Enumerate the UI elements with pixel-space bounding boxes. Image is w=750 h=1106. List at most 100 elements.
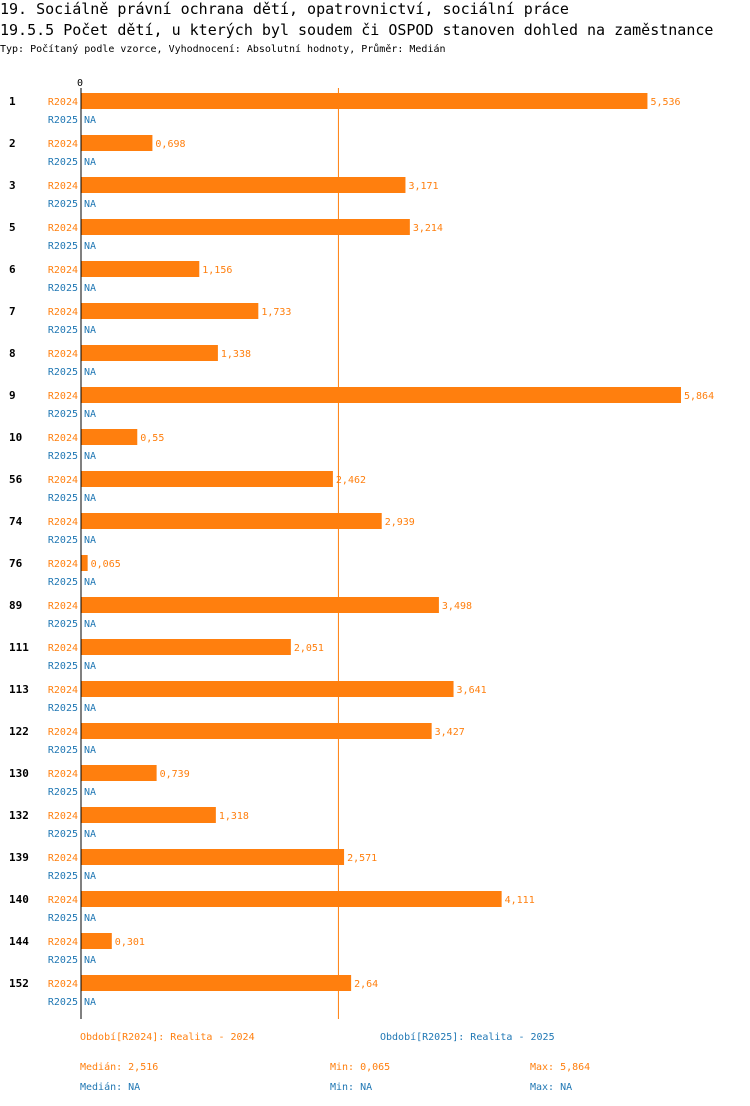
series-label-r2025: R2025 (48, 535, 78, 546)
series-label-r2024: R2024 (48, 811, 78, 822)
series-label-r2024: R2024 (48, 769, 78, 780)
series-label-r2025: R2025 (48, 871, 78, 882)
bar-r2024 (81, 933, 112, 949)
data-label-r2025: NA (84, 619, 96, 630)
series-label-r2025: R2025 (48, 787, 78, 798)
data-label-r2025: NA (84, 199, 96, 210)
stat-max-r2024: Max: 5,864 (530, 1062, 591, 1073)
category-label: 76 (9, 557, 23, 570)
series-label-r2024: R2024 (48, 517, 78, 528)
data-label-r2025: NA (84, 451, 96, 462)
category-label: 9 (9, 389, 16, 402)
category-label: 152 (9, 977, 29, 990)
bar-r2024 (81, 975, 352, 991)
category-label: 140 (9, 893, 29, 906)
bar-r2024 (81, 303, 259, 319)
bar-r2024 (81, 765, 157, 781)
category-label: 2 (9, 137, 16, 150)
series-label-r2024: R2024 (48, 979, 78, 990)
data-label-r2024: 5,864 (684, 391, 714, 402)
data-label-r2024: 4,111 (505, 895, 535, 906)
series-label-r2025: R2025 (48, 241, 78, 252)
stat-min-r2024: Min: 0,065 (330, 1062, 391, 1073)
stat-min-r2025: Min: NA (330, 1082, 373, 1093)
category-label: 111 (9, 641, 29, 654)
bar-r2024 (81, 345, 218, 361)
stat-max-r2025: Max: NA (530, 1082, 573, 1093)
category-label: 139 (9, 851, 29, 864)
series-label-r2024: R2024 (48, 853, 78, 864)
data-label-r2025: NA (84, 955, 96, 966)
category-label: 3 (9, 179, 16, 192)
data-label-r2025: NA (84, 157, 96, 168)
category-label: 5 (9, 221, 16, 234)
bar-r2024 (81, 639, 291, 655)
category-label: 6 (9, 263, 16, 276)
category-label: 74 (9, 515, 23, 528)
chart-subtitle: Typ: Počítaný podle vzorce, Vyhodnocení:… (0, 44, 446, 55)
bar-r2024 (81, 387, 681, 403)
data-label-r2024: 0,301 (115, 937, 145, 948)
data-label-r2025: NA (84, 367, 96, 378)
category-label: 132 (9, 809, 29, 822)
bar-r2024 (81, 681, 454, 697)
data-label-r2024: 3,171 (408, 181, 438, 192)
series-label-r2024: R2024 (48, 97, 78, 108)
series-label-r2024: R2024 (48, 937, 78, 948)
chart-title: 19.5.5 Počet dětí, u kterých byl soudem … (0, 21, 714, 39)
bar-r2024 (81, 261, 200, 277)
data-label-r2025: NA (84, 577, 96, 588)
bar-r2024 (81, 93, 648, 109)
series-label-r2024: R2024 (48, 265, 78, 276)
stat-median-r2025: Medián: NA (80, 1082, 141, 1093)
series-label-r2025: R2025 (48, 955, 78, 966)
data-label-r2024: 0,698 (155, 139, 185, 150)
series-label-r2024: R2024 (48, 349, 78, 360)
data-label-r2024: 1,338 (221, 349, 251, 360)
category-label: 130 (9, 767, 29, 780)
series-label-r2024: R2024 (48, 475, 78, 486)
data-label-r2025: NA (84, 661, 96, 672)
data-label-r2025: NA (84, 409, 96, 420)
data-label-r2024: 2,462 (336, 475, 366, 486)
series-label-r2024: R2024 (48, 307, 78, 318)
series-label-r2024: R2024 (48, 223, 78, 234)
data-label-r2025: NA (84, 115, 96, 126)
category-label: 144 (9, 935, 29, 948)
data-label-r2024: 5,536 (650, 97, 680, 108)
series-label-r2024: R2024 (48, 643, 78, 654)
series-label-r2024: R2024 (48, 685, 78, 696)
stat-median-r2024: Medián: 2,516 (80, 1062, 159, 1073)
bar-r2024 (81, 219, 410, 235)
data-label-r2025: NA (84, 241, 96, 252)
series-label-r2025: R2025 (48, 997, 78, 1008)
bar-r2024 (81, 723, 432, 739)
series-label-r2025: R2025 (48, 115, 78, 126)
series-label-r2025: R2025 (48, 913, 78, 924)
series-label-r2024: R2024 (48, 727, 78, 738)
series-label-r2025: R2025 (48, 493, 78, 504)
series-label-r2024: R2024 (48, 181, 78, 192)
category-label: 56 (9, 473, 23, 486)
category-label: 1 (9, 95, 16, 108)
data-label-r2025: NA (84, 283, 96, 294)
data-label-r2024: 0,739 (160, 769, 190, 780)
series-label-r2025: R2025 (48, 745, 78, 756)
bar-r2024 (81, 807, 216, 823)
series-label-r2024: R2024 (48, 601, 78, 612)
bar-r2024 (81, 513, 382, 529)
section-title: 19. Sociálně právní ochrana dětí, opatro… (0, 0, 569, 18)
bar-r2024 (81, 429, 138, 445)
data-label-r2024: 2,939 (385, 517, 415, 528)
series-label-r2024: R2024 (48, 433, 78, 444)
legend-r2025: Období[R2025]: Realita - 2025 (380, 1032, 555, 1043)
data-label-r2024: 0,55 (140, 433, 164, 444)
category-label: 7 (9, 305, 16, 318)
data-label-r2024: 3,427 (435, 727, 465, 738)
bar-r2024 (81, 849, 345, 865)
series-label-r2025: R2025 (48, 367, 78, 378)
series-label-r2024: R2024 (48, 895, 78, 906)
category-label: 113 (9, 683, 29, 696)
series-label-r2025: R2025 (48, 157, 78, 168)
